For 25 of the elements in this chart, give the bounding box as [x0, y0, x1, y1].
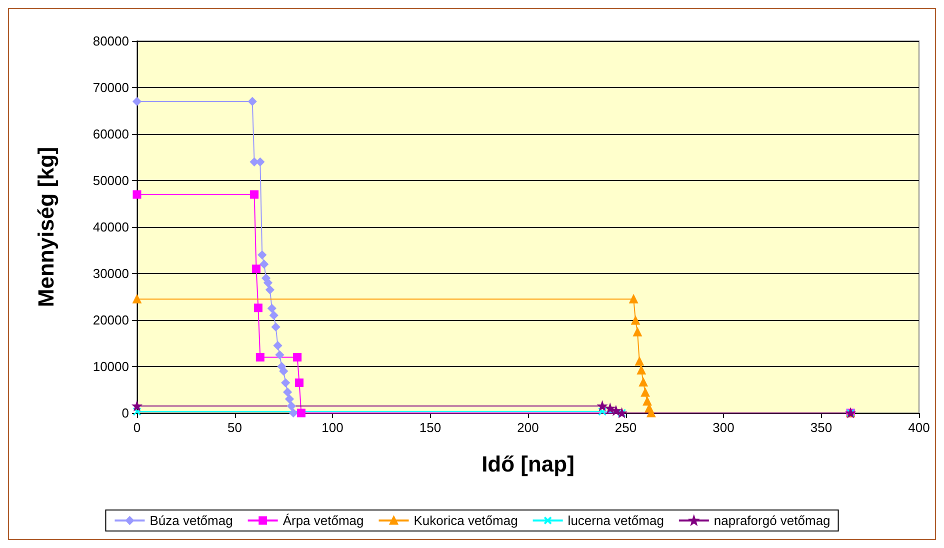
legend-label: Búza vetőmag	[150, 513, 233, 528]
y-tick-label: 70000	[92, 80, 129, 95]
legend-label: Árpa vetőmag	[282, 513, 364, 528]
x-tick-label: 300	[712, 420, 734, 435]
y-tick-label: 20000	[92, 312, 129, 328]
y-axis-title: Mennyiség [kg]	[34, 146, 58, 308]
y-tick-label: 40000	[92, 220, 129, 234]
y-tick-label: 30000	[92, 266, 129, 281]
x-tick-label: 400	[908, 420, 930, 435]
x-axis-title: Idő [nap]	[482, 452, 574, 476]
x-tick-label: 200	[517, 420, 539, 435]
y-tick-label: 60000	[92, 126, 129, 142]
y-tick-label: 10000	[92, 359, 129, 374]
x-tick-label: 150	[419, 420, 442, 435]
legend-label: Kukorica vetőmag	[414, 513, 518, 528]
x-tick-label: 350	[810, 420, 832, 435]
x-tick-label: 100	[322, 420, 344, 435]
x-tick-label: 50	[228, 420, 242, 435]
y-tick-label: 0	[122, 406, 129, 420]
y-tick-label: 50000	[92, 173, 129, 188]
legend-label: lucerna vetőmag	[568, 513, 664, 528]
y-tick-label: 80000	[92, 34, 129, 48]
x-tick-label: 250	[614, 420, 637, 435]
x-tick-label: 0	[133, 420, 141, 435]
legend-label: napraforgó vetőmag	[714, 513, 830, 528]
